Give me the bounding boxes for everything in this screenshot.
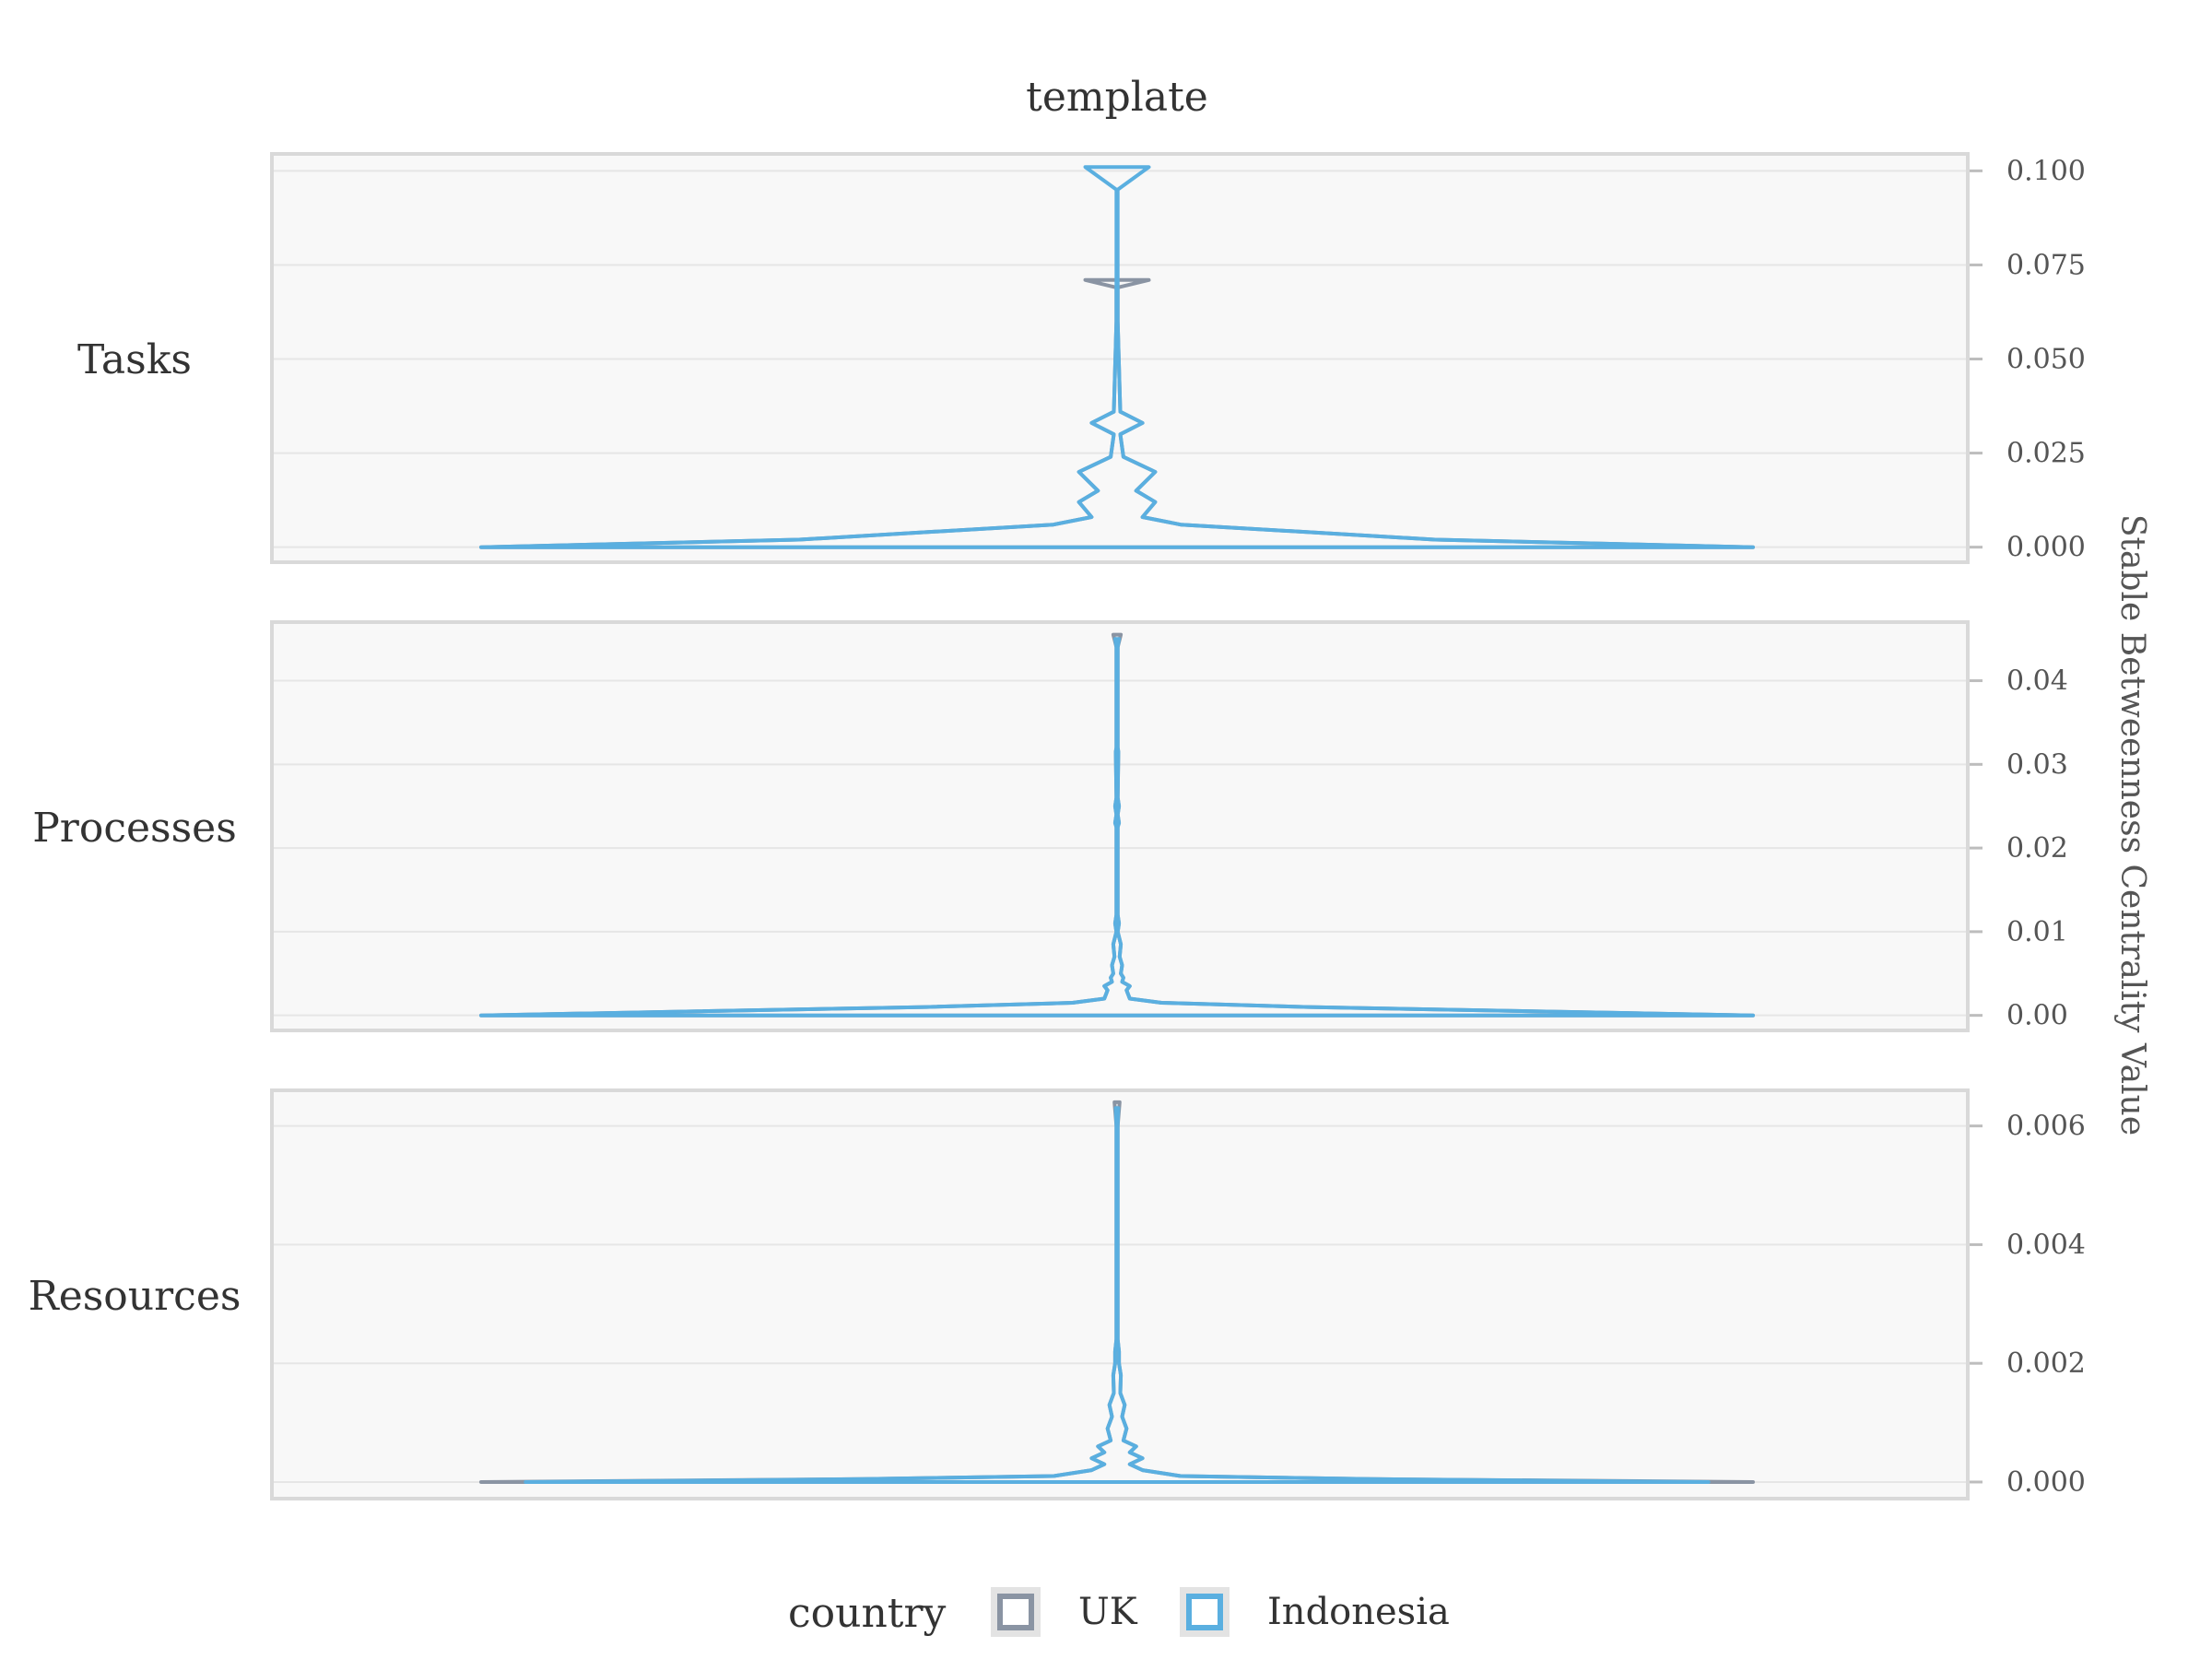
y-tick-label: 0.075 [2006,249,2086,281]
legend-entry-uk: UK [991,1587,1138,1637]
y-tick-label: 0.050 [2006,344,2086,376]
legend-label: UK [1078,1591,1138,1633]
y-tick-label: 0.004 [2006,1229,2086,1261]
legend-entries: UK Indonesia [991,1587,1450,1637]
y-tick-label: 0.000 [2006,1466,2086,1499]
y-tick-label: 0.002 [2006,1347,2086,1380]
y-tick-label: 0.006 [2006,1111,2086,1143]
panel-background [270,1088,1970,1500]
violin-indonesia [524,1106,1711,1484]
y-tick-label: 0.025 [2006,438,2086,470]
legend-entry-indonesia: Indonesia [1180,1587,1450,1637]
legend-swatch [1186,1594,1223,1630]
y-tick-label: 0.00 [2006,1000,2068,1032]
violin-indonesia [479,637,1755,1018]
facet-title: template [1026,74,1208,121]
panel-processes: 0.00 0.01 0.02 0.03 0.04 Processes [32,620,2068,1032]
y-tick-label: 0.01 [2006,916,2068,948]
legend-swatch [997,1594,1034,1630]
y-tick-label: 0.03 [2006,748,2068,781]
panels: 0.0000.0250.0500.0750.100Tasks0.000.010.… [29,152,2086,1500]
y-tick-label: 0.04 [2006,665,2068,698]
legend-label: Indonesia [1267,1591,1450,1633]
row-label: Tasks [77,336,192,383]
y-tick-label: 0.02 [2006,832,2068,865]
legend-title: country [788,1590,947,1637]
row-label: Processes [32,805,237,852]
violin-indonesia [479,165,1755,549]
row-label: Resources [29,1273,241,1320]
panel-tasks: 0.000 0.025 0.050 0.075 0.100 Tasks [77,152,2086,564]
panel-resources: 0.000 0.002 0.004 0.006 Resources [29,1088,2086,1500]
y-tick-label: 0.100 [2006,155,2086,187]
y-tick-label: 0.000 [2006,532,2086,564]
y-axis-title: Stable Betweenness Centrality Value [2113,514,2151,1135]
legend: country UK Indonesia [788,1587,1450,1637]
